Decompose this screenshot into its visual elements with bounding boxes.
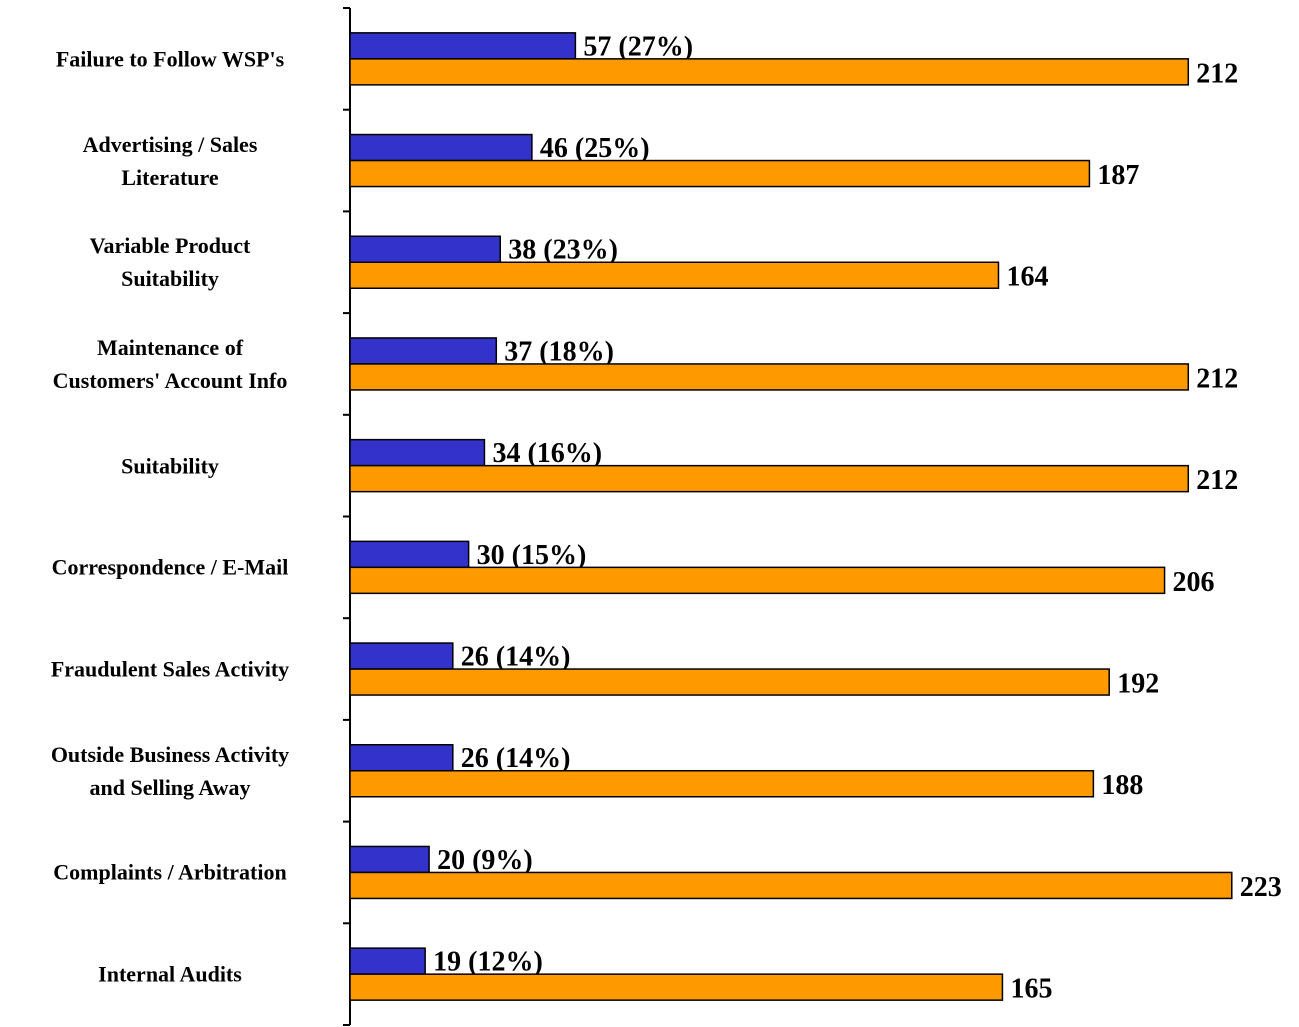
bar: [349, 540, 470, 569]
data-label: 46 (25%): [540, 133, 650, 164]
data-label: 34 (16%): [492, 438, 602, 469]
data-label: 26 (14%): [461, 743, 571, 774]
data-label: 165: [1010, 974, 1052, 1005]
data-label: 19 (12%): [433, 947, 543, 978]
bar: [349, 261, 1000, 289]
data-label: 38 (23%): [508, 235, 618, 266]
category-label: Complaints / Arbitration: [53, 859, 287, 885]
category-label: Failure to Follow WSP's: [55, 46, 285, 72]
bar: [349, 133, 533, 162]
category-label: Variable Product Suitability: [89, 233, 251, 292]
category-label: Suitability: [121, 453, 219, 479]
category-label: Fraudulent Sales Activity: [50, 656, 290, 682]
bar: [349, 566, 1166, 595]
category-label: Advertising / Sales Literature: [82, 131, 258, 190]
bar: [349, 58, 1190, 86]
data-label: 187: [1097, 160, 1139, 191]
category-label: Outside Business Activity and Selling Aw…: [50, 741, 290, 800]
bar: [349, 235, 502, 263]
bar: [349, 159, 1091, 188]
bar: [349, 845, 430, 874]
data-label: 20 (9%): [437, 845, 533, 876]
data-label: 164: [1006, 262, 1048, 293]
bar: [349, 337, 498, 365]
data-label: 223: [1240, 872, 1282, 903]
bar: [349, 770, 1095, 798]
data-label: 57 (27%): [583, 31, 693, 62]
data-label: 30 (15%): [477, 540, 587, 571]
bar: [349, 642, 454, 670]
bar: [349, 668, 1110, 696]
bar: [349, 363, 1190, 391]
data-label: 212: [1196, 363, 1238, 394]
data-label: 192: [1117, 668, 1159, 699]
data-label: 212: [1196, 465, 1238, 496]
bar: [349, 744, 454, 772]
category-label: Maintenance of Customers' Account Info: [52, 334, 288, 393]
bar: [349, 973, 1004, 1001]
data-label: 26 (14%): [461, 641, 571, 672]
bar: [349, 947, 426, 975]
data-label: 188: [1101, 770, 1143, 801]
category-label: Internal Audits: [98, 961, 242, 987]
bar: [349, 464, 1190, 493]
bar: [349, 871, 1233, 900]
category-label: Correspondence / E-Mail: [51, 554, 289, 580]
data-label: 206: [1173, 567, 1215, 598]
bar: [349, 438, 486, 467]
bar: [349, 32, 577, 60]
data-label: 212: [1196, 58, 1238, 89]
data-label: 37 (18%): [504, 336, 614, 367]
